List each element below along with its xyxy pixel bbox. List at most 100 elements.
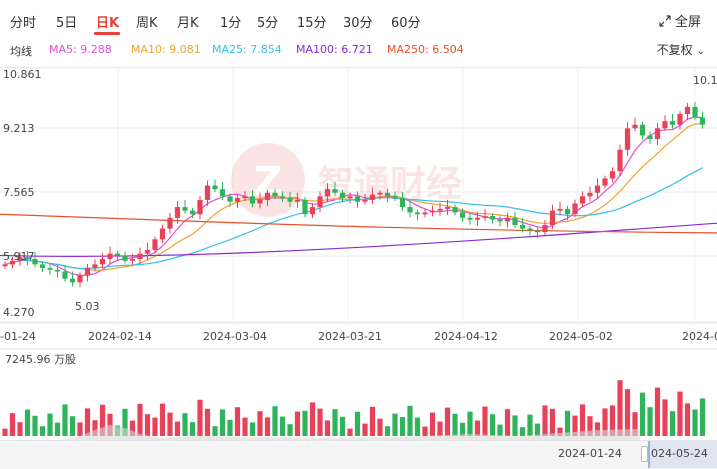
tab-weekly-k[interactable]: 周K bbox=[136, 16, 158, 31]
volume-bar bbox=[602, 408, 608, 436]
tab-intraday[interactable]: 分时 bbox=[10, 16, 37, 31]
volume-bar bbox=[654, 387, 661, 436]
volume-bar bbox=[234, 407, 241, 436]
candle bbox=[294, 192, 301, 208]
candle bbox=[347, 192, 353, 204]
tab-15min[interactable]: 15分 bbox=[297, 16, 327, 31]
candle-body bbox=[407, 207, 413, 213]
volume-bar bbox=[204, 408, 211, 436]
candle bbox=[152, 236, 158, 253]
candle bbox=[77, 272, 83, 288]
fullscreen-button[interactable]: 全屏 bbox=[659, 11, 701, 30]
chevron-down-icon: ⌄ bbox=[696, 46, 705, 57]
candle bbox=[407, 199, 413, 218]
volume-bar bbox=[24, 409, 31, 436]
candle bbox=[414, 209, 421, 221]
candle-body bbox=[692, 106, 698, 118]
candle-body bbox=[24, 257, 31, 260]
candle bbox=[47, 264, 53, 275]
volume-bar bbox=[129, 420, 136, 436]
volume-bar bbox=[527, 414, 533, 436]
candle-body bbox=[39, 264, 46, 268]
candle-body bbox=[662, 121, 668, 129]
candle-body bbox=[62, 271, 68, 279]
candle-body bbox=[422, 212, 428, 215]
tab-60min[interactable]: 60分 bbox=[391, 16, 421, 31]
candle bbox=[354, 191, 361, 208]
volume-bar bbox=[92, 420, 98, 436]
candle-body bbox=[159, 228, 166, 240]
candle bbox=[594, 178, 601, 199]
candle bbox=[62, 265, 68, 282]
candle-body bbox=[309, 207, 316, 215]
candle bbox=[212, 179, 218, 193]
candle bbox=[227, 193, 233, 207]
price-tick: 7.565 bbox=[3, 186, 35, 199]
candle bbox=[684, 102, 691, 121]
candle-body bbox=[362, 199, 368, 202]
candle-body bbox=[242, 196, 248, 199]
candle-body bbox=[377, 192, 383, 195]
candle bbox=[204, 180, 211, 207]
candle-body bbox=[197, 199, 203, 215]
volume-bar bbox=[482, 406, 488, 436]
volume-bar bbox=[669, 411, 676, 436]
tab-monthly-k[interactable]: 月K bbox=[177, 16, 199, 31]
candle bbox=[669, 113, 676, 129]
candle bbox=[39, 261, 46, 272]
volume-bar bbox=[47, 413, 53, 436]
candle bbox=[617, 144, 623, 177]
candle bbox=[437, 202, 443, 216]
volume-bar bbox=[534, 423, 541, 436]
candle-body bbox=[609, 171, 616, 179]
navigator-start-date: 2024-01-24 bbox=[558, 447, 622, 460]
volume-bar bbox=[159, 403, 166, 436]
candle bbox=[384, 188, 391, 203]
candle-body bbox=[594, 185, 601, 193]
candle bbox=[639, 121, 646, 140]
candle bbox=[497, 215, 503, 227]
tab-1min[interactable]: 1分 bbox=[220, 16, 242, 31]
candle bbox=[129, 253, 136, 265]
navigator-handle[interactable] bbox=[641, 446, 648, 462]
volume-bar bbox=[182, 413, 188, 436]
volume-bar bbox=[369, 406, 376, 436]
volume-bar bbox=[189, 422, 196, 436]
tab-30min[interactable]: 30分 bbox=[343, 16, 373, 31]
volume-bar bbox=[677, 391, 683, 436]
tab-5day[interactable]: 5日 bbox=[56, 16, 78, 31]
candle-body bbox=[504, 217, 511, 222]
candle bbox=[549, 204, 556, 229]
navigator-area bbox=[0, 425, 640, 440]
volume-bar bbox=[77, 422, 83, 436]
candle bbox=[392, 191, 398, 202]
volume-bar bbox=[414, 417, 421, 436]
volume-bar bbox=[399, 417, 406, 436]
candle-body bbox=[114, 253, 121, 256]
candle bbox=[249, 190, 256, 208]
tab-daily-k[interactable]: 日K bbox=[96, 16, 120, 31]
candle bbox=[692, 101, 698, 121]
navigator-selection[interactable] bbox=[648, 441, 717, 468]
candle-body bbox=[669, 121, 676, 125]
volume-bar bbox=[662, 399, 668, 436]
candle-body bbox=[677, 113, 683, 125]
candle-body bbox=[272, 192, 278, 197]
candlesticks bbox=[2, 101, 706, 288]
candle bbox=[272, 188, 278, 200]
ma25-line bbox=[4, 167, 703, 269]
candle-body bbox=[564, 208, 571, 215]
candle bbox=[137, 247, 143, 265]
ma-legend: 均线 MA5: 9.288 MA10: 9.081 MA25: 7.854 MA… bbox=[0, 40, 717, 60]
candle bbox=[489, 213, 496, 224]
price-tick: 5.917 bbox=[3, 250, 35, 263]
adjustment-dropdown[interactable]: 不复权 ⌄ bbox=[657, 41, 705, 58]
candle bbox=[654, 123, 661, 146]
volume-bar bbox=[647, 407, 653, 436]
candle-body bbox=[152, 239, 158, 251]
tab-5min[interactable]: 5分 bbox=[257, 16, 279, 31]
kline-chart[interactable]: Z 智通财经 10.1 5.03 bbox=[0, 0, 717, 440]
navigator-scrollbar[interactable] bbox=[0, 440, 717, 469]
ma-legend-title: 均线 bbox=[10, 45, 32, 58]
candle bbox=[699, 111, 706, 129]
